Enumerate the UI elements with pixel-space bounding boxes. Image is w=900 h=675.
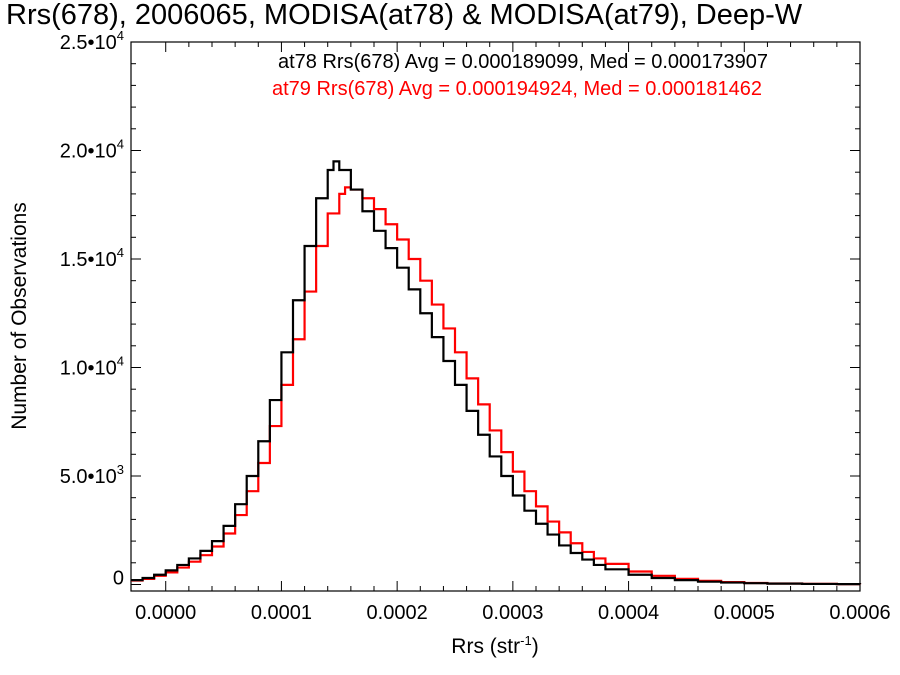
y-tick-label: 5.0•103 [60,462,124,488]
x-tick-label: 0.0003 [482,602,543,624]
x-axis-label: Rrs (str-1) [451,633,538,658]
x-tick-label: 0.0000 [135,602,196,624]
y-tick-label: 1.0•104 [60,353,124,379]
y-axis-label: Number of Observations [8,202,31,430]
y-tick-label: 1.5•104 [60,245,124,271]
x-tick-label: 0.0004 [598,602,659,624]
y-axis-ticks: 0 5.0•103 1.0•104 1.5•104 2.0•104 2.5•104 [60,28,860,589]
plot-frame [130,41,861,592]
annotation-at78: at78 Rrs(678) Avg = 0.000189099, Med = 0… [278,51,768,73]
y-tick-label: 2.0•104 [60,136,124,162]
y-tick-label: 0 [113,567,124,589]
x-tick-label: 0.0006 [829,602,890,624]
x-tick-label: 0.0002 [367,602,428,624]
chart-title: Rrs(678), 2006065, MODISA(at78) & MODISA… [6,0,803,31]
series-layer [131,160,862,586]
x-tick-label: 0.0005 [714,602,775,624]
y-tick-label: 2.5•104 [60,28,124,54]
x-axis-ticks: 0.0000 0.0001 0.0002 0.0003 0.0004 0.0005 0.00… [135,42,891,624]
x-tick-label: 0.0001 [251,602,312,624]
series-line-at79 [131,186,862,586]
series-line-at78 [131,160,862,586]
annotation-at79: at79 Rrs(678) Avg = 0.000194924, Med = 0… [272,78,762,100]
